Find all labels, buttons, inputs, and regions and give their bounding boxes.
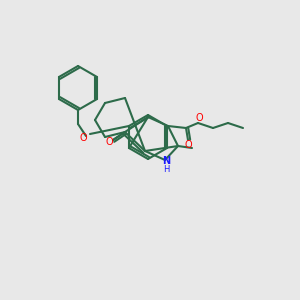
- Text: N: N: [162, 156, 170, 166]
- Text: O: O: [184, 140, 192, 150]
- Text: H: H: [163, 164, 169, 173]
- Text: O: O: [105, 137, 113, 147]
- Text: O: O: [79, 133, 87, 143]
- Text: O: O: [195, 113, 203, 123]
